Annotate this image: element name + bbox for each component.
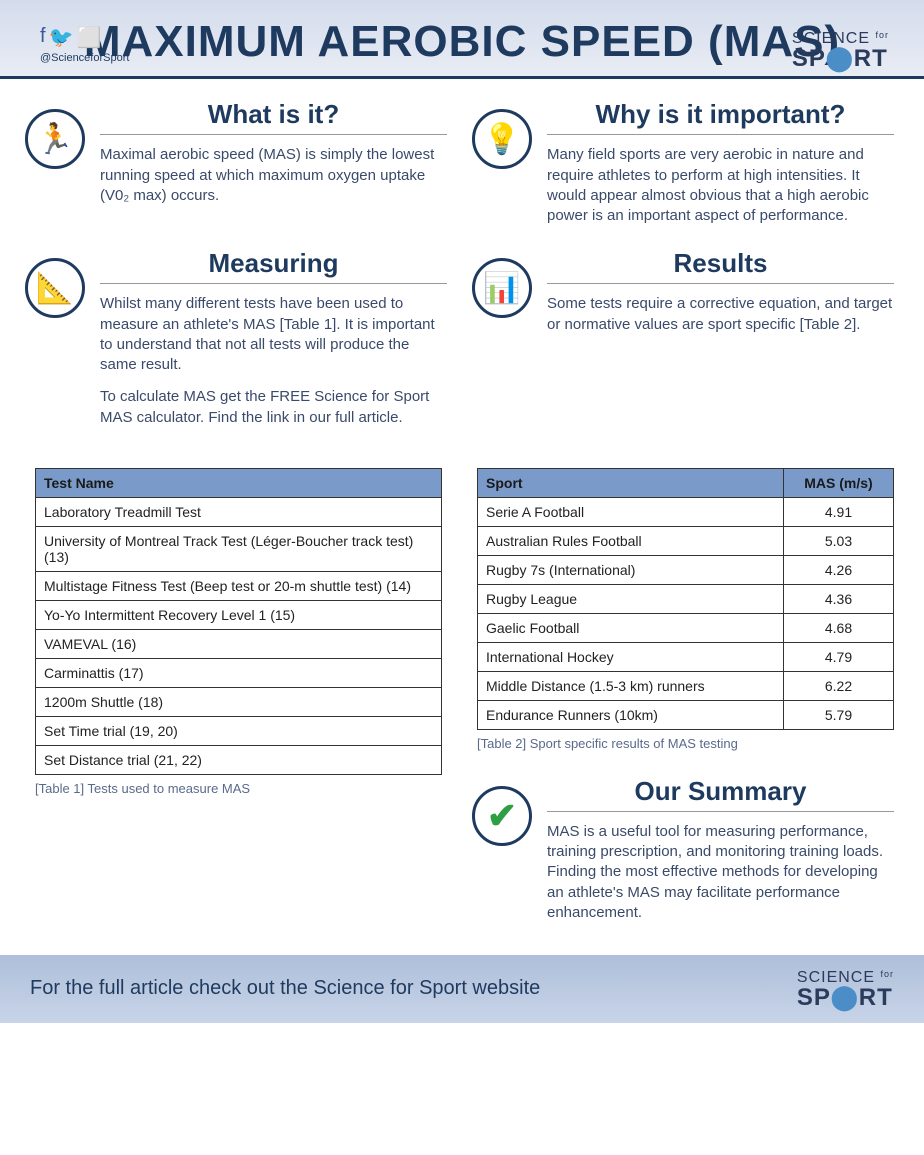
table-row: VAMEVAL (16) <box>36 629 442 658</box>
table-row: Set Distance trial (21, 22) <box>36 745 442 774</box>
table-row: Multistage Fitness Test (Beep test or 20… <box>36 571 442 600</box>
table2-container: Sport MAS (m/s) Serie A Football4.91Aust… <box>477 462 894 935</box>
facebook-icon[interactable]: f <box>40 25 46 50</box>
section-body-what: Maximal aerobic speed (MAS) is simply th… <box>100 145 447 206</box>
table2-header-mas: MAS (m/s) <box>784 468 894 497</box>
table-row: Laboratory Treadmill Test <box>36 497 442 526</box>
section-what: 🏃 What is it? Maximal aerobic speed (MAS… <box>30 99 447 226</box>
section-body-measuring: Whilst many different tests have been us… <box>100 294 447 428</box>
table2-caption: [Table 2] Sport specific results of MAS … <box>477 736 894 751</box>
table-row: Endurance Runners (10km)5.79 <box>478 700 894 729</box>
chart-icon: 📊 <box>472 258 532 318</box>
section-title-results: Results <box>547 248 894 284</box>
social-handle: @ScienceforSport <box>40 52 129 64</box>
social-icons: f 🐦 ⬜ <box>40 25 129 50</box>
content-grid: 🏃 What is it? Maximal aerobic speed (MAS… <box>0 79 924 955</box>
social-block: f 🐦 ⬜ @ScienceforSport <box>40 25 129 64</box>
section-title-measuring: Measuring <box>100 248 447 284</box>
ruler-icon: 📐 <box>25 258 85 318</box>
table-row: Rugby 7s (International)4.26 <box>478 555 894 584</box>
logo: SCIENCE for SP⬤RT <box>792 30 889 70</box>
footer: For the full article check out the Scien… <box>0 955 924 1023</box>
table1-caption: [Table 1] Tests used to measure MAS <box>35 781 442 796</box>
lightbulb-icon: 💡 <box>472 109 532 169</box>
check-icon: ✔ <box>472 786 532 846</box>
header: f 🐦 ⬜ @ScienceforSport MAXIMUM AEROBIC S… <box>0 0 924 79</box>
table-row: Gaelic Football4.68 <box>478 613 894 642</box>
table-row: 1200m Shuttle (18) <box>36 687 442 716</box>
table2-header-sport: Sport <box>478 468 784 497</box>
table-row: Set Time trial (19, 20) <box>36 716 442 745</box>
section-results: 📊 Results Some tests require a correctiv… <box>477 248 894 440</box>
section-body-why: Many field sports are very aerobic in na… <box>547 145 894 226</box>
table-row: Middle Distance (1.5-3 km) runners6.22 <box>478 671 894 700</box>
section-title-summary: Our Summary <box>547 776 894 812</box>
twitter-icon[interactable]: 🐦 <box>49 25 74 50</box>
table1-container: Test Name Laboratory Treadmill TestUnive… <box>30 462 447 935</box>
section-title-what: What is it? <box>100 99 447 135</box>
footer-text: For the full article check out the Scien… <box>30 977 540 1000</box>
footer-logo: SCIENCE for SP⬤RT <box>797 969 894 1009</box>
section-why: 💡 Why is it important? Many field sports… <box>477 99 894 226</box>
table-row: University of Montreal Track Test (Léger… <box>36 526 442 571</box>
section-body-summary: MAS is a useful tool for measuring perfo… <box>547 822 894 923</box>
table-sports: Sport MAS (m/s) Serie A Football4.91Aust… <box>477 468 894 730</box>
section-measuring: 📐 Measuring Whilst many different tests … <box>30 248 447 440</box>
table1-header: Test Name <box>36 468 442 497</box>
table-row: Rugby League4.36 <box>478 584 894 613</box>
table-row: Serie A Football4.91 <box>478 497 894 526</box>
table-tests: Test Name Laboratory Treadmill TestUnive… <box>35 468 442 775</box>
treadmill-icon: 🏃 <box>25 109 85 169</box>
section-summary: ✔ Our Summary MAS is a useful tool for m… <box>477 776 894 923</box>
section-body-results: Some tests require a corrective equation… <box>547 294 894 335</box>
table-row: Carminattis (17) <box>36 658 442 687</box>
page-title: MAXIMUM AEROBIC SPEED (MAS) <box>30 18 894 66</box>
table-row: Australian Rules Football5.03 <box>478 526 894 555</box>
section-title-why: Why is it important? <box>547 99 894 135</box>
table-row: Yo-Yo Intermittent Recovery Level 1 (15) <box>36 600 442 629</box>
table-row: International Hockey4.79 <box>478 642 894 671</box>
instagram-icon[interactable]: ⬜ <box>76 25 101 50</box>
